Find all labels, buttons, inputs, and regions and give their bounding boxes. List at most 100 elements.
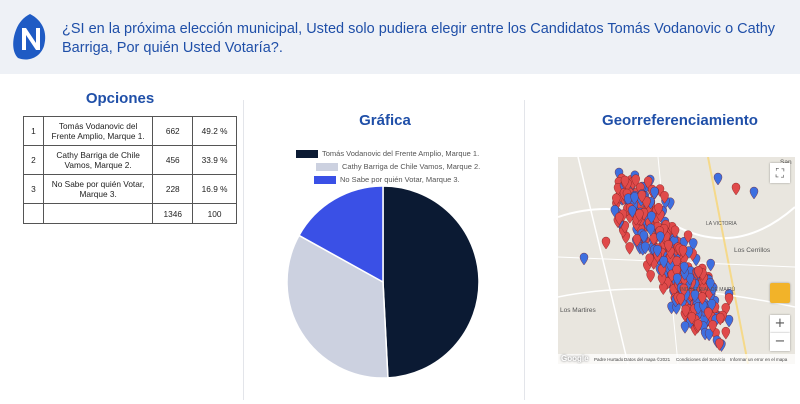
map-label-los-martires: Los Martires bbox=[560, 307, 596, 314]
zoom-out-button[interactable]: − bbox=[770, 333, 790, 351]
map-marker-icon[interactable] bbox=[646, 270, 655, 283]
map-marker-icon[interactable] bbox=[601, 236, 611, 250]
map-marker-icon[interactable] bbox=[673, 273, 682, 286]
map-marker-icon[interactable] bbox=[653, 244, 662, 258]
map-marker-icon[interactable] bbox=[672, 256, 681, 269]
map-footer: Google Padre Hurtado Datos del mapa ©202… bbox=[558, 354, 795, 364]
option-label: Cathy Barriga de Chile Vamos, Marque 2. bbox=[42, 145, 154, 175]
map-marker-icon[interactable] bbox=[680, 261, 689, 275]
brand-logo-icon bbox=[13, 14, 46, 60]
option-pct: 16.9 % bbox=[192, 174, 237, 204]
options-title: Opciones bbox=[85, 90, 155, 107]
map-marker-icon[interactable] bbox=[646, 223, 655, 237]
map-marker-icon[interactable] bbox=[664, 240, 673, 253]
map-marker-icon[interactable] bbox=[724, 293, 734, 306]
map-marker-icon[interactable] bbox=[639, 230, 649, 244]
map-marker-icon[interactable] bbox=[680, 321, 690, 334]
legend-swatch bbox=[316, 163, 338, 171]
map-marker-icon[interactable] bbox=[635, 209, 644, 222]
map-marker-icon[interactable] bbox=[683, 230, 693, 243]
map-marker-icon[interactable] bbox=[721, 326, 731, 340]
map-label-san: San bbox=[780, 159, 792, 166]
legend-swatch bbox=[314, 176, 336, 184]
option-num: 1 bbox=[23, 116, 44, 146]
option-count: 662 bbox=[152, 116, 194, 146]
survey-question: ¿SI en la próxima elección municipal, Us… bbox=[62, 21, 776, 56]
map-marker-icon[interactable] bbox=[615, 212, 624, 226]
option-count: 228 bbox=[152, 174, 194, 204]
map-marker-icon[interactable] bbox=[620, 175, 630, 189]
map-marker-icon[interactable] bbox=[715, 338, 724, 351]
table-row: 1 Tomás Vodanovic del Frente Amplio, Marq… bbox=[23, 116, 237, 146]
map-marker-icon[interactable] bbox=[694, 266, 703, 279]
map-marker-icon[interactable] bbox=[706, 258, 715, 272]
map-marker-icon[interactable] bbox=[731, 182, 741, 196]
map-marker-icon[interactable] bbox=[713, 172, 723, 186]
map-marker-icon[interactable] bbox=[625, 242, 634, 255]
chart-title: Gráfica bbox=[359, 112, 411, 129]
total-row: 1346 100 bbox=[23, 203, 237, 224]
option-pct: 33.9 % bbox=[192, 145, 237, 175]
map-marker-icon[interactable] bbox=[650, 186, 659, 200]
map-title: Georreferenciamiento bbox=[602, 112, 758, 129]
map-marker-icon[interactable] bbox=[704, 307, 713, 320]
column-divider bbox=[524, 100, 525, 400]
map-marker-icon[interactable] bbox=[679, 283, 689, 297]
map-marker-icon[interactable] bbox=[630, 192, 639, 205]
map-marker-icon[interactable] bbox=[716, 312, 725, 326]
map-marker-icon[interactable] bbox=[690, 289, 700, 303]
total-pct: 100 bbox=[192, 203, 237, 224]
total-count: 1346 bbox=[152, 203, 194, 224]
map-marker-icon[interactable] bbox=[708, 320, 717, 333]
map-marker-icon[interactable] bbox=[687, 312, 696, 325]
geo-map[interactable]: Los Cerrillos Los Martires INDUSTRIAL DE… bbox=[558, 157, 795, 364]
options-table: 1 Tomás Vodanovic del Frente Amplio, Marq… bbox=[23, 116, 237, 224]
map-marker-icon[interactable] bbox=[681, 304, 690, 318]
map-marker-icon[interactable] bbox=[641, 241, 650, 255]
empty-cell bbox=[23, 203, 44, 224]
map-canvas bbox=[558, 157, 795, 364]
map-marker-icon[interactable] bbox=[676, 293, 685, 306]
option-count: 456 bbox=[152, 145, 194, 175]
map-marker-icon[interactable] bbox=[698, 292, 707, 305]
option-pct: 49.2 % bbox=[192, 116, 237, 146]
map-marker-icon[interactable] bbox=[693, 319, 703, 332]
fullscreen-button[interactable]: ⛶ bbox=[770, 163, 790, 183]
map-report-link[interactable]: Informar un error en el mapa bbox=[730, 357, 788, 362]
map-marker-icon[interactable] bbox=[660, 191, 669, 204]
option-num: 3 bbox=[23, 174, 44, 204]
column-divider bbox=[243, 100, 244, 400]
map-marker-icon[interactable] bbox=[678, 245, 688, 258]
map-marker-icon[interactable] bbox=[645, 253, 654, 267]
empty-cell bbox=[42, 203, 154, 224]
map-marker-icon[interactable] bbox=[649, 232, 658, 246]
pie-slice-1[interactable] bbox=[382, 185, 480, 379]
map-terms-link[interactable]: Condiciones del Servicio bbox=[676, 357, 726, 362]
map-marker-icon[interactable] bbox=[632, 234, 642, 247]
option-num: 2 bbox=[23, 145, 44, 175]
map-label-la-victoria: LA VICTORIA bbox=[706, 221, 737, 227]
map-marker-icon[interactable] bbox=[749, 186, 759, 200]
map-marker-icon[interactable] bbox=[656, 231, 665, 244]
legend-label: Tomás Vodanovic del Frente Amplio, Marqu… bbox=[322, 149, 480, 158]
legend-label: Cathy Barriga de Chile Vamos, Marque 2. bbox=[342, 162, 481, 171]
map-marker-icon[interactable] bbox=[642, 196, 651, 210]
option-label: No Sabe por quién Votar, Marque 3. bbox=[42, 174, 154, 204]
map-marker-icon[interactable] bbox=[637, 190, 647, 203]
map-marker-icon[interactable] bbox=[706, 278, 715, 291]
map-marker-icon[interactable] bbox=[724, 314, 734, 328]
map-marker-icon[interactable] bbox=[685, 272, 695, 286]
table-row: 2 Cathy Barriga de Chile Vamos, Marque 2.… bbox=[23, 145, 237, 175]
street-view-pegman-icon[interactable] bbox=[770, 283, 790, 303]
map-marker-icon[interactable] bbox=[659, 255, 668, 269]
map-marker-icon[interactable] bbox=[704, 328, 714, 342]
pie-slice-3[interactable] bbox=[298, 185, 384, 284]
google-logo: Google bbox=[561, 354, 589, 363]
map-marker-icon[interactable] bbox=[670, 225, 680, 239]
map-marker-icon[interactable] bbox=[647, 211, 656, 224]
map-marker-icon[interactable] bbox=[659, 282, 668, 296]
map-marker-icon[interactable] bbox=[612, 193, 621, 207]
map-marker-icon[interactable] bbox=[579, 252, 589, 266]
zoom-in-button[interactable]: + bbox=[770, 315, 790, 333]
map-marker-icon[interactable] bbox=[654, 203, 663, 216]
